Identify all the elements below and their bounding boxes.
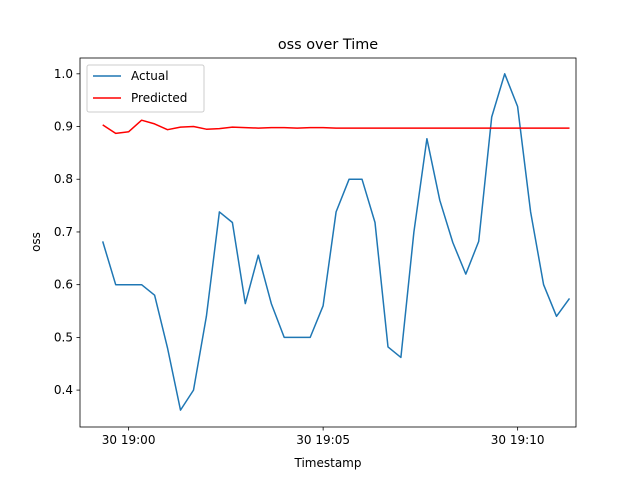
y-tick-label: 0.8: [54, 172, 73, 186]
legend-label-predicted: Predicted: [131, 91, 187, 105]
y-tick-label: 1.0: [54, 67, 73, 81]
x-tick-label: 30 19:00: [102, 433, 156, 447]
chart-title: oss over Time: [278, 37, 378, 53]
y-tick-label: 0.4: [54, 383, 73, 397]
legend-label-actual: Actual: [131, 69, 169, 83]
x-tick-label: 30 19:10: [491, 433, 545, 447]
legend: Actual Predicted: [86, 64, 205, 113]
plot-background: [80, 58, 576, 427]
y-tick-label: 0.7: [54, 225, 73, 239]
plot-area: [80, 58, 576, 427]
series-line-actual: [101, 73, 571, 411]
plot-frame: [79, 57, 577, 428]
y-tick-label: 0.9: [54, 120, 73, 134]
series-layer: [101, 73, 571, 411]
y-axis-title: oss: [29, 232, 43, 252]
series-line-predicted: [102, 119, 570, 135]
y-tick-label: 0.6: [54, 278, 73, 292]
y-axis: 0.4 0.5 0.6 0.7 0.8 0.9 1.0: [54, 67, 80, 397]
x-tick-label: 30 19:05: [296, 433, 350, 447]
x-axis-title: Timestamp: [294, 456, 362, 470]
y-tick-label: 0.5: [54, 330, 73, 344]
x-axis: 30 19:00 30 19:05 30 19:10: [102, 427, 545, 447]
